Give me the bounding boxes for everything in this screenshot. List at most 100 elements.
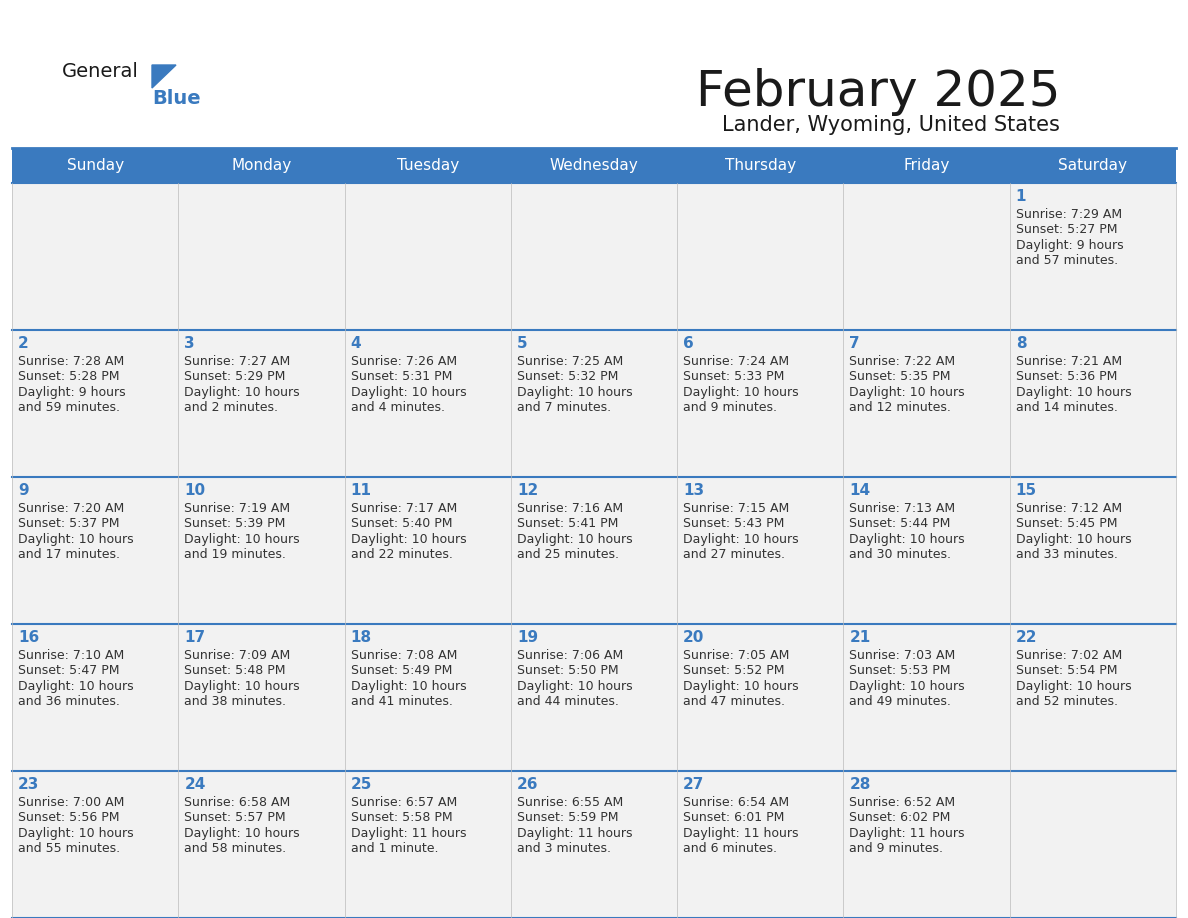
Bar <box>12 183 178 330</box>
Text: Sunset: 5:59 PM: Sunset: 5:59 PM <box>517 812 619 824</box>
Text: Daylight: 10 hours: Daylight: 10 hours <box>517 386 632 398</box>
Text: and 41 minutes.: and 41 minutes. <box>350 695 453 708</box>
Bar <box>1010 330 1176 477</box>
Bar <box>12 477 178 624</box>
Text: Blue: Blue <box>152 89 201 108</box>
Text: Sunset: 5:50 PM: Sunset: 5:50 PM <box>517 664 619 677</box>
Bar <box>12 148 1176 183</box>
Text: 20: 20 <box>683 630 704 645</box>
Text: Sunrise: 7:05 AM: Sunrise: 7:05 AM <box>683 649 790 662</box>
Text: Sunrise: 6:52 AM: Sunrise: 6:52 AM <box>849 796 955 809</box>
Text: Sunrise: 7:24 AM: Sunrise: 7:24 AM <box>683 354 789 367</box>
Text: Sunrise: 7:17 AM: Sunrise: 7:17 AM <box>350 501 457 515</box>
Text: Sunrise: 7:22 AM: Sunrise: 7:22 AM <box>849 354 955 367</box>
Text: Sunrise: 6:55 AM: Sunrise: 6:55 AM <box>517 796 624 809</box>
Text: Sunset: 5:44 PM: Sunset: 5:44 PM <box>849 517 950 530</box>
Text: Daylight: 9 hours: Daylight: 9 hours <box>18 386 126 398</box>
Text: 7: 7 <box>849 336 860 351</box>
Text: Lander, Wyoming, United States: Lander, Wyoming, United States <box>722 115 1060 135</box>
Text: February 2025: February 2025 <box>695 68 1060 116</box>
Text: Daylight: 11 hours: Daylight: 11 hours <box>849 826 965 840</box>
Text: and 7 minutes.: and 7 minutes. <box>517 401 611 414</box>
Text: Sunrise: 7:15 AM: Sunrise: 7:15 AM <box>683 501 789 515</box>
Text: Sunset: 5:28 PM: Sunset: 5:28 PM <box>18 370 120 383</box>
Text: Sunrise: 7:13 AM: Sunrise: 7:13 AM <box>849 501 955 515</box>
Text: Sunset: 5:45 PM: Sunset: 5:45 PM <box>1016 517 1117 530</box>
Bar <box>178 771 345 918</box>
Text: 25: 25 <box>350 777 372 792</box>
Text: Sunrise: 7:10 AM: Sunrise: 7:10 AM <box>18 649 125 662</box>
Text: Daylight: 10 hours: Daylight: 10 hours <box>18 679 133 692</box>
Bar <box>1010 183 1176 330</box>
Text: Sunset: 5:40 PM: Sunset: 5:40 PM <box>350 517 453 530</box>
Bar <box>843 624 1010 771</box>
Text: 26: 26 <box>517 777 538 792</box>
Text: Sunrise: 7:08 AM: Sunrise: 7:08 AM <box>350 649 457 662</box>
Bar <box>345 771 511 918</box>
Bar <box>1010 771 1176 918</box>
Text: Sunrise: 7:19 AM: Sunrise: 7:19 AM <box>184 501 290 515</box>
Text: 21: 21 <box>849 630 871 645</box>
Bar <box>677 330 843 477</box>
Text: Sunrise: 7:03 AM: Sunrise: 7:03 AM <box>849 649 955 662</box>
Text: and 55 minutes.: and 55 minutes. <box>18 842 120 855</box>
Text: Monday: Monday <box>232 158 291 173</box>
Text: Daylight: 10 hours: Daylight: 10 hours <box>350 679 466 692</box>
Text: and 22 minutes.: and 22 minutes. <box>350 548 453 561</box>
Text: Daylight: 10 hours: Daylight: 10 hours <box>18 532 133 545</box>
Text: and 6 minutes.: and 6 minutes. <box>683 842 777 855</box>
Text: and 57 minutes.: and 57 minutes. <box>1016 254 1118 267</box>
Bar <box>178 183 345 330</box>
Text: Daylight: 10 hours: Daylight: 10 hours <box>1016 386 1131 398</box>
Bar <box>12 330 178 477</box>
Text: and 36 minutes.: and 36 minutes. <box>18 695 120 708</box>
Text: Daylight: 10 hours: Daylight: 10 hours <box>350 532 466 545</box>
Text: Wednesday: Wednesday <box>550 158 638 173</box>
Bar <box>345 624 511 771</box>
Bar <box>511 477 677 624</box>
Text: 27: 27 <box>683 777 704 792</box>
Text: 3: 3 <box>184 336 195 351</box>
Text: and 2 minutes.: and 2 minutes. <box>184 401 278 414</box>
Text: and 9 minutes.: and 9 minutes. <box>849 842 943 855</box>
Bar <box>677 183 843 330</box>
Bar <box>677 624 843 771</box>
Text: Daylight: 10 hours: Daylight: 10 hours <box>1016 679 1131 692</box>
Text: 16: 16 <box>18 630 39 645</box>
Text: Daylight: 10 hours: Daylight: 10 hours <box>683 532 798 545</box>
Text: Sunset: 5:53 PM: Sunset: 5:53 PM <box>849 664 950 677</box>
Text: Sunset: 5:39 PM: Sunset: 5:39 PM <box>184 517 285 530</box>
Text: 24: 24 <box>184 777 206 792</box>
Text: Sunrise: 7:00 AM: Sunrise: 7:00 AM <box>18 796 125 809</box>
Text: 28: 28 <box>849 777 871 792</box>
Text: Sunset: 6:02 PM: Sunset: 6:02 PM <box>849 812 950 824</box>
Text: 15: 15 <box>1016 483 1037 498</box>
Bar <box>1010 477 1176 624</box>
Text: Sunset: 5:43 PM: Sunset: 5:43 PM <box>683 517 784 530</box>
Text: Daylight: 10 hours: Daylight: 10 hours <box>184 679 299 692</box>
Text: 2: 2 <box>18 336 29 351</box>
Text: Sunrise: 7:28 AM: Sunrise: 7:28 AM <box>18 354 125 367</box>
Text: Sunset: 5:27 PM: Sunset: 5:27 PM <box>1016 223 1117 236</box>
Text: Sunset: 5:48 PM: Sunset: 5:48 PM <box>184 664 286 677</box>
Text: Sunrise: 7:06 AM: Sunrise: 7:06 AM <box>517 649 624 662</box>
Bar <box>843 330 1010 477</box>
Text: and 59 minutes.: and 59 minutes. <box>18 401 120 414</box>
Bar <box>511 330 677 477</box>
Text: and 44 minutes.: and 44 minutes. <box>517 695 619 708</box>
Text: 5: 5 <box>517 336 527 351</box>
Text: Sunrise: 7:16 AM: Sunrise: 7:16 AM <box>517 501 623 515</box>
Text: Daylight: 10 hours: Daylight: 10 hours <box>849 532 965 545</box>
Bar <box>677 771 843 918</box>
Text: and 12 minutes.: and 12 minutes. <box>849 401 952 414</box>
Text: Sunrise: 7:12 AM: Sunrise: 7:12 AM <box>1016 501 1121 515</box>
Text: Sunset: 5:56 PM: Sunset: 5:56 PM <box>18 812 120 824</box>
Text: 23: 23 <box>18 777 39 792</box>
Bar <box>511 183 677 330</box>
Text: Sunset: 5:52 PM: Sunset: 5:52 PM <box>683 664 784 677</box>
Text: and 47 minutes.: and 47 minutes. <box>683 695 785 708</box>
Text: Daylight: 10 hours: Daylight: 10 hours <box>184 532 299 545</box>
Text: and 30 minutes.: and 30 minutes. <box>849 548 952 561</box>
Text: and 49 minutes.: and 49 minutes. <box>849 695 952 708</box>
Text: Daylight: 9 hours: Daylight: 9 hours <box>1016 239 1124 252</box>
